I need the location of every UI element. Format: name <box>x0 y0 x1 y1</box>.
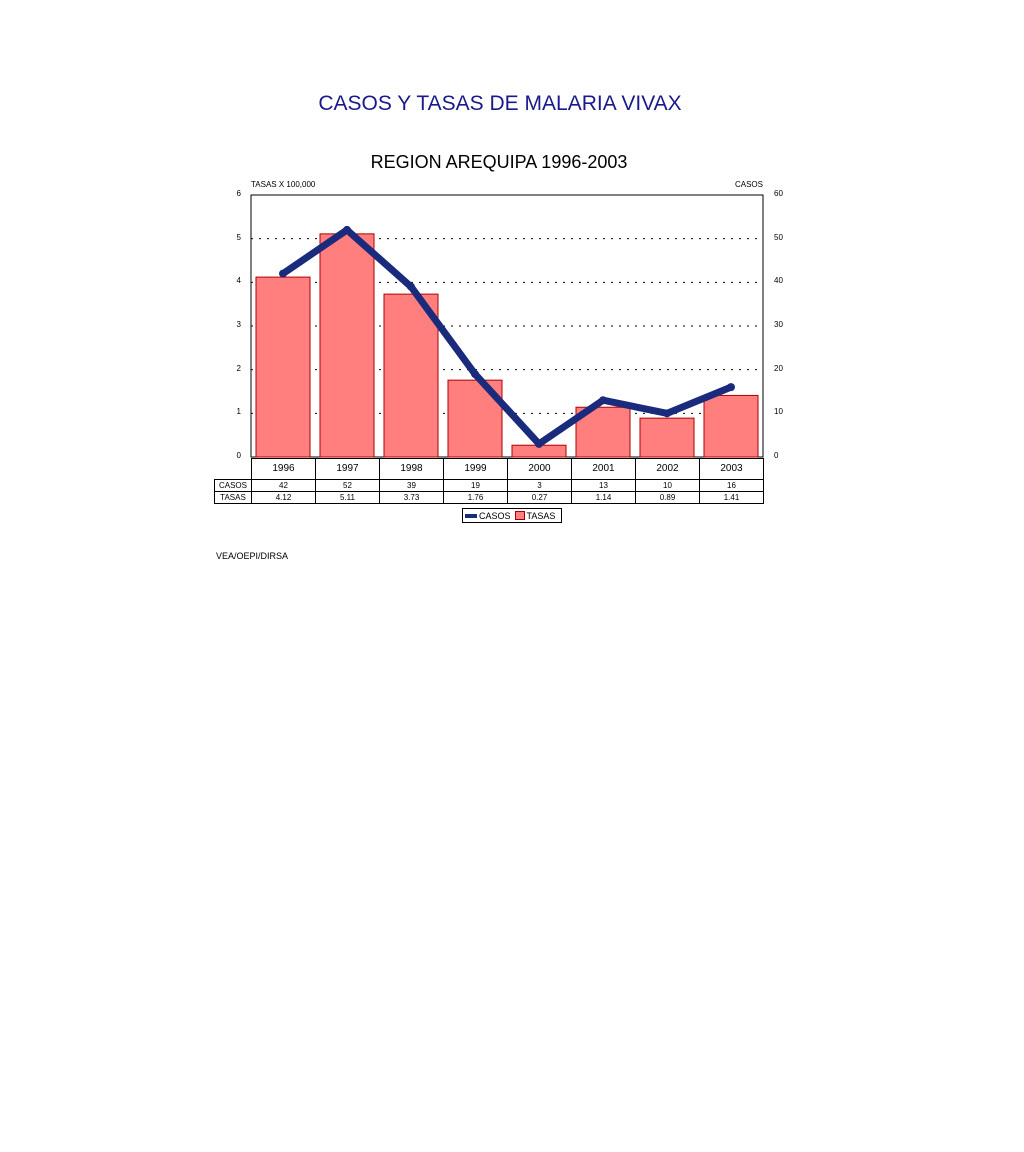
bar-1997 <box>319 233 375 458</box>
casos-point-2001 <box>599 396 607 405</box>
left-tick-label: 0 <box>236 451 241 460</box>
right-tick-label: 40 <box>774 276 783 286</box>
right-tick-label: 0 <box>774 451 779 460</box>
legend-bar-swatch <box>514 511 525 520</box>
table-casos-cell: 19 <box>443 479 508 492</box>
table-casos-cell: 13 <box>571 479 636 492</box>
table-row-tasas: TASAS 4.12 5.11 3.73 1.76 0.27 1.14 0.89 1.41 <box>214 491 764 504</box>
casos-point-1999 <box>471 370 479 379</box>
table-tasas-cell: 0.89 <box>635 491 700 504</box>
table-year-cell: 1996 <box>251 458 316 480</box>
casos-point-1996 <box>279 269 287 278</box>
table-tasas-cell: 4.12 <box>251 491 316 504</box>
bar-2003 <box>703 394 759 458</box>
legend-label-tasas: TASAS <box>526 510 556 521</box>
right-tick-label: 50 <box>774 232 783 242</box>
table-tasas-cell: 1.41 <box>699 491 764 504</box>
left-axis-label: TASAS X 100,000 <box>251 180 316 189</box>
table-casos-cell: 39 <box>379 479 444 492</box>
table-tasas-cell: 1.76 <box>443 491 508 504</box>
left-tick-label: 2 <box>236 363 241 373</box>
casos-point-2003 <box>727 383 735 392</box>
chart-plot <box>250 194 764 458</box>
legend-line-swatch <box>465 513 477 518</box>
casos-point-2000 <box>535 439 543 448</box>
table-corner <box>214 458 252 480</box>
table-tasas-cell: 5.11 <box>315 491 380 504</box>
chart-title: CASOS Y TASAS DE MALARIA VIVAX <box>318 92 682 115</box>
bar-1998 <box>383 293 439 458</box>
right-tick-label: 60 <box>774 189 783 198</box>
table-year-cell: 2001 <box>571 458 636 480</box>
table-row-casos: CASOS 42 52 39 19 3 13 10 16 <box>214 479 764 492</box>
source-footer: VEA/OEPI/DIRSA <box>216 551 289 561</box>
table-year-cell: 2000 <box>507 458 572 480</box>
casos-point-1997 <box>343 225 351 234</box>
table-tasas-cell: 0.27 <box>507 491 572 504</box>
table-row-years: 1996 1997 1998 1999 2000 2001 2002 2003 <box>214 458 764 480</box>
table-year-cell: 1998 <box>379 458 444 480</box>
legend: CASOS TASAS <box>462 508 563 523</box>
data-table: 1996 1997 1998 1999 2000 2001 2002 2003 CASOS 4… <box>214 458 764 504</box>
bar-2002 <box>639 417 695 458</box>
left-tick-label: 4 <box>236 276 241 286</box>
table-casos-cell: 52 <box>315 479 380 492</box>
table-year-cell: 2002 <box>635 458 700 480</box>
table-rowhead-tasas: TASAS <box>214 491 252 504</box>
legend-item-tasas: TASAS <box>514 510 556 521</box>
right-tick-label: 10 <box>774 407 783 417</box>
table-casos-cell: 10 <box>635 479 700 492</box>
table-tasas-cell: 3.73 <box>379 491 444 504</box>
legend-item-casos: CASOS <box>465 511 511 521</box>
chart-subtitle: REGION AREQUIPA 1996-2003 <box>370 152 628 172</box>
table-year-cell: 2003 <box>699 458 764 480</box>
left-tick-label: 1 <box>236 407 241 417</box>
table-year-cell: 1997 <box>315 458 380 480</box>
right-tick-label: 20 <box>774 363 783 373</box>
table-year-cell: 1999 <box>443 458 508 480</box>
legend-label-casos: CASOS <box>479 510 511 521</box>
table-casos-cell: 16 <box>699 479 764 492</box>
left-tick-label: 6 <box>236 189 241 198</box>
left-tick-label: 3 <box>236 320 241 329</box>
casos-line <box>281 226 733 448</box>
casos-point-1998 <box>407 282 415 291</box>
left-tick-label: 5 <box>236 232 241 242</box>
right-tick-label: 30 <box>774 320 783 329</box>
bar-1996 <box>255 276 311 458</box>
table-casos-cell: 42 <box>251 479 316 492</box>
table-rowhead-casos: CASOS <box>214 479 252 492</box>
table-tasas-cell: 1.14 <box>571 491 636 504</box>
casos-point-2002 <box>663 409 671 418</box>
table-casos-cell: 3 <box>507 479 572 492</box>
right-axis-label: CASOS <box>734 180 763 189</box>
